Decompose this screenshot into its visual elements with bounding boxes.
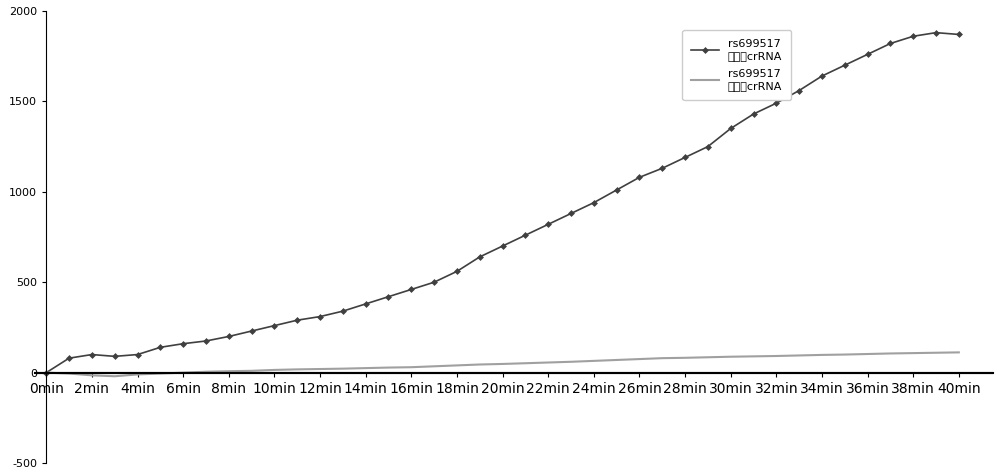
- rs699517
野生型crRNA: [40, 370, 52, 376]
- rs699517
野生型crRNA: [177, 370, 189, 376]
- rs699517
野生型crRNA: [725, 354, 737, 359]
- rs699517
野生型crRNA: [793, 353, 805, 358]
- rs699517
野生型crRNA: [86, 373, 98, 378]
- rs699517
野生型crRNA: [748, 354, 760, 359]
- rs699517
野生型crRNA: [702, 355, 714, 360]
- rs699517
突变型crRNA: [519, 232, 531, 238]
- rs699517
野生型crRNA: [200, 369, 212, 375]
- rs699517
突变型crRNA: [337, 308, 349, 314]
- rs699517
野生型crRNA: [884, 351, 896, 357]
- rs699517
野生型crRNA: [154, 371, 166, 377]
- rs699517
突变型crRNA: [542, 221, 554, 227]
- rs699517
野生型crRNA: [268, 367, 280, 373]
- rs699517
突变型crRNA: [770, 100, 782, 106]
- rs699517
野生型crRNA: [291, 367, 303, 372]
- rs699517
突变型crRNA: [907, 33, 919, 39]
- rs699517
野生型crRNA: [337, 366, 349, 371]
- rs699517
野生型crRNA: [360, 365, 372, 371]
- rs699517
野生型crRNA: [451, 363, 463, 368]
- rs699517
野生型crRNA: [839, 352, 851, 357]
- rs699517
野生型crRNA: [588, 358, 600, 364]
- rs699517
突变型crRNA: [132, 352, 144, 357]
- rs699517
野生型crRNA: [314, 366, 326, 372]
- Legend: rs699517
突变型crRNA, rs699517
野生型crRNA: rs699517 突变型crRNA, rs699517 野生型crRNA: [682, 30, 791, 100]
- rs699517
突变型crRNA: [497, 243, 509, 249]
- rs699517
野生型crRNA: [405, 364, 417, 370]
- rs699517
野生型crRNA: [633, 356, 645, 362]
- rs699517
野生型crRNA: [474, 362, 486, 367]
- rs699517
野生型crRNA: [611, 357, 623, 363]
- rs699517
突变型crRNA: [451, 268, 463, 274]
- rs699517
突变型crRNA: [405, 287, 417, 292]
- rs699517
野生型crRNA: [770, 353, 782, 359]
- rs699517
野生型crRNA: [223, 368, 235, 374]
- rs699517
野生型crRNA: [565, 359, 577, 365]
- rs699517
野生型crRNA: [907, 350, 919, 356]
- Line: rs699517
野生型crRNA: rs699517 野生型crRNA: [46, 352, 959, 376]
- rs699517
突变型crRNA: [40, 370, 52, 376]
- rs699517
野生型crRNA: [109, 373, 121, 379]
- rs699517
突变型crRNA: [679, 155, 691, 160]
- rs699517
突变型crRNA: [360, 301, 372, 307]
- rs699517
突变型crRNA: [63, 355, 75, 361]
- rs699517
突变型crRNA: [748, 111, 760, 117]
- rs699517
野生型crRNA: [132, 372, 144, 377]
- rs699517
突变型crRNA: [200, 338, 212, 344]
- rs699517
野生型crRNA: [862, 351, 874, 357]
- rs699517
野生型crRNA: [816, 352, 828, 358]
- rs699517
野生型crRNA: [656, 355, 668, 361]
- rs699517
突变型crRNA: [839, 62, 851, 68]
- rs699517
野生型crRNA: [63, 371, 75, 377]
- rs699517
野生型crRNA: [542, 360, 554, 366]
- rs699517
野生型crRNA: [382, 365, 394, 370]
- rs699517
突变型crRNA: [428, 279, 440, 285]
- rs699517
突变型crRNA: [246, 328, 258, 334]
- rs699517
突变型crRNA: [702, 144, 714, 149]
- rs699517
突变型crRNA: [154, 345, 166, 350]
- rs699517
突变型crRNA: [86, 352, 98, 357]
- rs699517
野生型crRNA: [246, 368, 258, 374]
- rs699517
突变型crRNA: [930, 30, 942, 36]
- rs699517
突变型crRNA: [611, 187, 623, 193]
- rs699517
突变型crRNA: [633, 175, 645, 180]
- rs699517
突变型crRNA: [725, 126, 737, 131]
- rs699517
野生型crRNA: [497, 361, 509, 367]
- rs699517
突变型crRNA: [862, 51, 874, 57]
- rs699517
突变型crRNA: [953, 31, 965, 37]
- rs699517
突变型crRNA: [291, 317, 303, 323]
- rs699517
突变型crRNA: [223, 334, 235, 339]
- rs699517
突变型crRNA: [588, 200, 600, 206]
- rs699517
野生型crRNA: [930, 350, 942, 356]
- rs699517
突变型crRNA: [816, 73, 828, 79]
- rs699517
野生型crRNA: [519, 360, 531, 366]
- rs699517
突变型crRNA: [884, 40, 896, 46]
- rs699517
野生型crRNA: [953, 349, 965, 355]
- rs699517
突变型crRNA: [268, 323, 280, 328]
- rs699517
突变型crRNA: [656, 166, 668, 171]
- rs699517
突变型crRNA: [177, 341, 189, 347]
- rs699517
野生型crRNA: [679, 355, 691, 361]
- Line: rs699517
突变型crRNA: rs699517 突变型crRNA: [44, 30, 961, 375]
- rs699517
突变型crRNA: [109, 354, 121, 359]
- rs699517
野生型crRNA: [428, 364, 440, 369]
- rs699517
突变型crRNA: [474, 254, 486, 260]
- rs699517
突变型crRNA: [565, 211, 577, 217]
- rs699517
突变型crRNA: [793, 88, 805, 93]
- rs699517
突变型crRNA: [382, 294, 394, 299]
- rs699517
突变型crRNA: [314, 314, 326, 319]
